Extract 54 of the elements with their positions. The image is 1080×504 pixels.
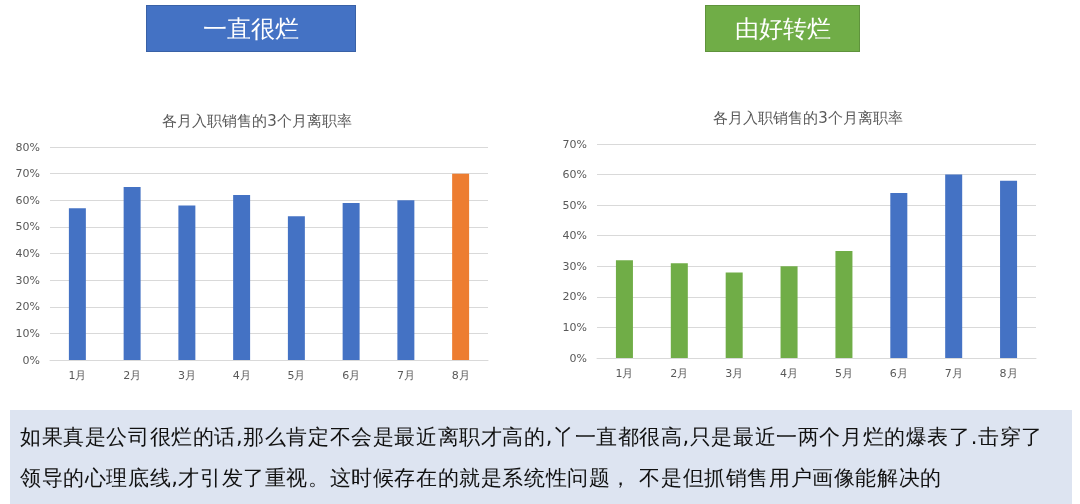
x-tick-label: 4月 (780, 367, 799, 380)
bar (615, 260, 633, 358)
chart-title: 由好转烂 (705, 5, 860, 52)
bar (780, 266, 798, 358)
x-tick-label: 8月 (999, 367, 1018, 380)
y-tick-label: 0% (22, 353, 40, 367)
x-tick-label: 6月 (889, 367, 908, 380)
x-tick-label: 3月 (177, 369, 196, 382)
chart-subtitle: 各月入职销售的3个月离职率 (162, 111, 352, 130)
y-tick-label: 70% (15, 167, 40, 181)
x-tick-label: 1月 (68, 369, 87, 382)
x-tick-label: 5月 (287, 369, 306, 382)
bar (178, 205, 196, 360)
x-tick-label: 7月 (396, 369, 415, 382)
y-tick-label: 50% (15, 220, 40, 234)
y-tick-label: 30% (15, 273, 40, 287)
y-tick-label: 10% (562, 320, 587, 334)
y-tick-label: 60% (15, 193, 40, 207)
bar (287, 216, 305, 360)
x-tick-label: 1月 (615, 367, 634, 380)
y-tick-label: 60% (562, 168, 587, 182)
text: 如果真是公司很烂的话,那么肯定不会是最近离职才高的,丫一直都很高,只是最近一两个月烂的爆表了.击穿了领导的心理底线,才引发了重视。这时候存在的就是系统性问题， 不是但抓销售用户画像能解决的 (10, 410, 1072, 504)
x-tick-label: 7月 (944, 367, 963, 380)
chart-subtitle: 各月入职销售的3个月离职率 (713, 108, 903, 127)
y-tick-label: 10% (15, 326, 40, 340)
bar (68, 208, 86, 360)
x-tick-label: 3月 (725, 367, 744, 380)
bar (397, 200, 415, 360)
y-tick-label: 50% (562, 198, 587, 212)
bar (945, 174, 963, 358)
y-tick-label: 70% (562, 137, 587, 151)
y-tick-label: 20% (562, 290, 587, 304)
y-tick-label: 40% (562, 229, 587, 243)
bar (670, 263, 688, 358)
bar (1000, 180, 1018, 358)
y-tick-label: 40% (15, 247, 40, 260)
y-tick-label: 20% (15, 300, 40, 314)
x-tick-label: 4月 (232, 369, 251, 382)
bar (123, 186, 141, 360)
bar (342, 202, 360, 360)
bar (890, 192, 908, 358)
y-tick-label: 30% (562, 259, 587, 273)
x-tick-label: 5月 (834, 367, 853, 380)
bar (835, 251, 853, 358)
chart-title: 一直很烂 (146, 5, 356, 52)
x-tick-label: 2月 (123, 369, 142, 382)
bar (233, 194, 251, 360)
x-tick-label: 8月 (451, 369, 470, 382)
bar (452, 173, 470, 360)
y-tick-label: 0% (569, 351, 587, 365)
bar (725, 272, 743, 358)
y-tick-label: 80% (15, 140, 40, 154)
x-tick-label: 2月 (670, 367, 689, 380)
x-tick-label: 6月 (342, 369, 361, 382)
